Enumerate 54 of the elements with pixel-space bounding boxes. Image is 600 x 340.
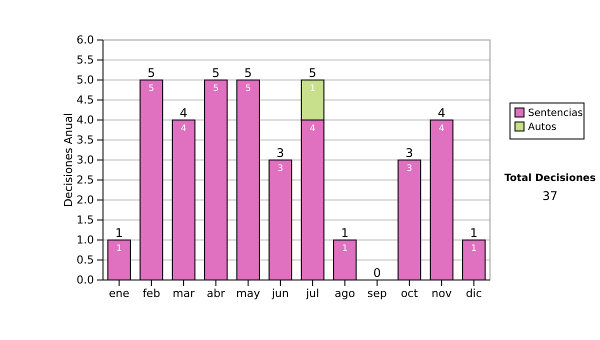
legend-label: Autos: [528, 122, 556, 133]
y-tick-label: 4.5: [76, 94, 94, 107]
x-tick-label: jul: [305, 286, 320, 300]
x-tick-label: feb: [142, 286, 160, 300]
y-tick-label: 1.5: [76, 214, 94, 227]
x-tick-label: dic: [466, 286, 482, 300]
text: Total Decisiones: [504, 173, 596, 184]
data-label: 5: [148, 84, 154, 94]
data-label: 1: [310, 84, 316, 94]
legend-label: Sentencias: [528, 108, 583, 119]
total-label: 1: [470, 226, 478, 240]
total-label: 1: [115, 226, 123, 240]
x-tick-label: abr: [206, 286, 226, 300]
y-axis-title: Decisiones Anual: [62, 112, 75, 208]
data-label: 1: [471, 244, 477, 254]
y-tick-label: 4.0: [76, 114, 94, 127]
data-label: 3: [406, 164, 412, 174]
total-label: 5: [308, 66, 316, 80]
x-tick-label: may: [236, 286, 261, 300]
y-tick-label: 0.5: [76, 254, 94, 267]
x-tick-label: jun: [270, 286, 289, 300]
data-label: 1: [342, 244, 348, 254]
data-label: 3: [278, 164, 284, 174]
y-tick-label: 6.0: [76, 34, 94, 47]
total-label: 3: [406, 146, 414, 160]
total-label: 3: [276, 146, 284, 160]
y-tick-label: 3.0: [76, 154, 94, 167]
total-label: 5: [212, 66, 220, 80]
x-tick-label: oct: [400, 286, 419, 300]
total-label: 4: [180, 106, 188, 120]
data-label: 5: [213, 84, 219, 94]
x-tick-label: ago: [334, 286, 356, 300]
y-tick-label: 3.5: [76, 134, 94, 147]
data-label: 4: [438, 124, 445, 134]
data-label: 4: [310, 124, 316, 134]
total-label: 0: [373, 266, 381, 280]
text: 37: [542, 189, 558, 203]
total-label: 5: [244, 66, 252, 80]
y-tick-label: 0.0: [76, 274, 94, 287]
total-label: 5: [148, 66, 156, 80]
x-tick-label: ene: [108, 286, 130, 300]
total-label: 4: [438, 106, 446, 120]
total-label: 1: [341, 226, 349, 240]
y-tick-label: 2.0: [76, 194, 94, 207]
y-tick-label: 5.0: [76, 74, 94, 87]
y-tick-label: 2.5: [76, 174, 94, 187]
x-tick-label: sep: [367, 286, 387, 300]
data-label: 1: [116, 244, 122, 254]
y-tick-label: 5.5: [76, 54, 94, 67]
data-label: 5: [245, 84, 251, 94]
data-label: 4: [180, 124, 187, 134]
y-tick-label: 1.0: [76, 234, 94, 247]
x-tick-label: mar: [172, 286, 196, 300]
x-tick-label: nov: [432, 286, 452, 300]
